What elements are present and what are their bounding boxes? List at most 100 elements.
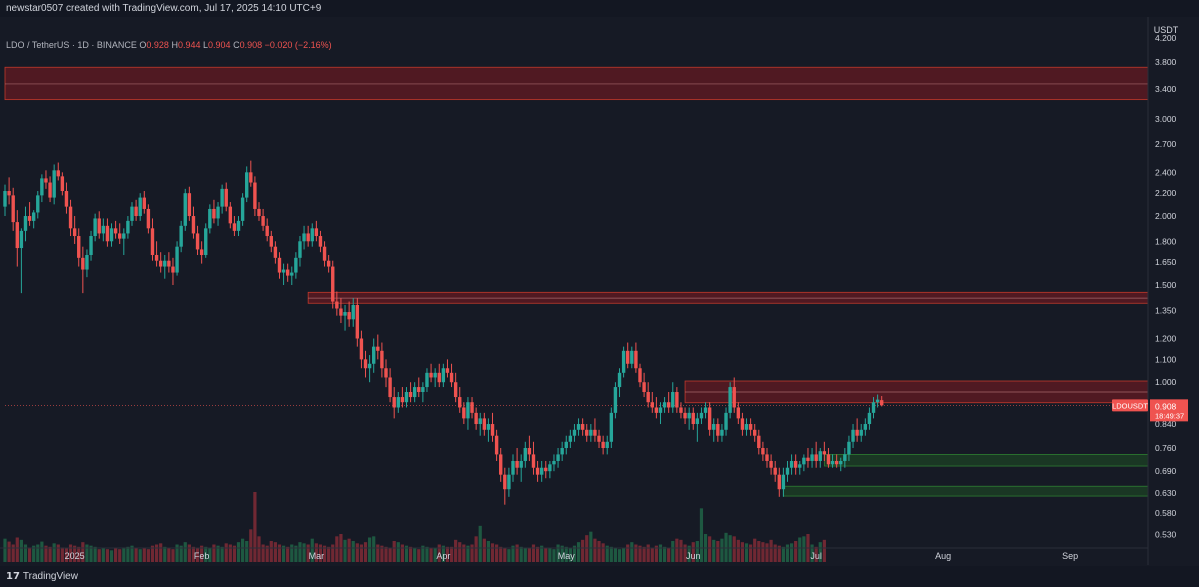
candle-body	[212, 208, 216, 219]
candle-body	[826, 454, 831, 465]
volume-bar	[449, 546, 454, 562]
candle-body	[64, 191, 69, 207]
volume-bar	[552, 549, 556, 562]
candle-body	[658, 407, 663, 413]
candle-body	[687, 412, 691, 419]
candle-body	[122, 233, 126, 239]
candle-body	[453, 382, 458, 398]
volume-bar	[634, 544, 638, 562]
candle-body	[347, 312, 351, 320]
price-tick-label: 0.840	[1155, 419, 1177, 429]
candle-body	[757, 435, 761, 449]
volume-bar	[671, 541, 675, 562]
volume-bar	[23, 544, 28, 562]
volume-bar	[499, 546, 503, 562]
attribution-bar: newstar0507 created with TradingView.com…	[0, 0, 1199, 17]
high-value: 0.944	[177, 40, 201, 50]
candle-body	[408, 392, 413, 398]
low-label: L	[203, 40, 209, 50]
price-tick-label: 3.400	[1155, 84, 1177, 94]
candle-body	[630, 350, 634, 364]
change-value: −0.020 (−2.16%)	[264, 40, 332, 50]
tradingview-logo-icon[interactable]: 17	[6, 571, 20, 582]
volume-bar	[232, 545, 237, 562]
volume-bar	[343, 539, 347, 562]
volume-bar	[613, 548, 618, 562]
volume-bar	[322, 545, 327, 562]
candle-body	[400, 397, 405, 403]
volume-bar	[503, 548, 507, 562]
volume-bar	[372, 536, 376, 562]
volume-bar	[89, 545, 93, 562]
volume-bar	[576, 542, 581, 562]
candle-body	[482, 418, 487, 430]
candle-body	[109, 228, 114, 242]
volume-bar	[290, 544, 294, 562]
candle-body	[77, 236, 81, 258]
volume-bar	[486, 541, 491, 562]
candle-body	[843, 454, 847, 461]
volume-bar	[101, 548, 105, 562]
volume-bar	[732, 536, 736, 562]
volume-bar	[753, 538, 757, 562]
volume-bar	[191, 546, 196, 562]
volume-bar	[404, 545, 409, 562]
candle-body	[236, 220, 241, 231]
volume-bar	[204, 546, 208, 562]
volume-bar	[564, 546, 568, 562]
volume-bar	[40, 541, 44, 562]
candle-body	[261, 216, 265, 226]
volume-bar	[638, 545, 642, 562]
price-tick-label: 1.500	[1155, 280, 1177, 290]
volume-bar	[679, 539, 683, 562]
candle-body	[355, 304, 360, 339]
volume-bar	[224, 543, 228, 562]
price-tick-label: 1.100	[1155, 354, 1177, 364]
volume-bar	[277, 544, 282, 562]
candle-body	[183, 193, 187, 226]
candle-body	[105, 225, 110, 242]
candle-body	[187, 193, 192, 217]
candle-body	[97, 218, 101, 234]
candle-body	[23, 216, 28, 231]
price-tick-label: 1.000	[1155, 377, 1177, 387]
volume-bar	[159, 543, 163, 562]
price-tick-label: 0.580	[1155, 508, 1177, 518]
volume-bar	[515, 544, 519, 562]
volume-bar	[601, 543, 605, 562]
candle-body	[593, 429, 597, 436]
volume-bar	[687, 545, 691, 562]
volume-bar	[429, 548, 433, 562]
candle-body	[535, 467, 540, 475]
candle-body	[273, 246, 278, 258]
volume-bar	[818, 542, 822, 562]
candle-body	[199, 249, 204, 255]
tradingview-brand[interactable]: TradingView	[22, 571, 78, 582]
chart-area[interactable]: USDT 4.200 3.800 3.400 3.000 2.700 2.400 2.200 2…	[0, 17, 1199, 565]
candle-body	[519, 460, 523, 468]
volume-bar	[458, 542, 462, 562]
candle-body	[875, 399, 880, 403]
candle-body	[290, 272, 294, 276]
candle-body	[306, 233, 310, 242]
candle-body	[777, 474, 781, 490]
volume-bar	[744, 543, 749, 562]
volume-bar	[699, 508, 704, 562]
candle-body	[810, 454, 814, 461]
time-tick-label: Sep	[1062, 551, 1078, 561]
volume-bar	[822, 539, 826, 562]
candle-body	[531, 454, 536, 468]
candle-body	[671, 392, 675, 408]
candle-body	[798, 464, 802, 468]
attribution-text: newstar0507 created with TradingView.com…	[6, 3, 322, 14]
candle-body	[793, 460, 798, 468]
candle-body	[466, 402, 470, 419]
candle-body	[191, 216, 196, 234]
volume-bar	[675, 538, 679, 562]
candle-body	[351, 304, 355, 320]
candle-body	[118, 233, 122, 239]
volume-bar	[327, 546, 331, 562]
symbol-legend: LDO / TetherUS · 1D · BINANCE O0.928 H0.…	[6, 40, 332, 50]
volume-bar	[85, 544, 89, 562]
